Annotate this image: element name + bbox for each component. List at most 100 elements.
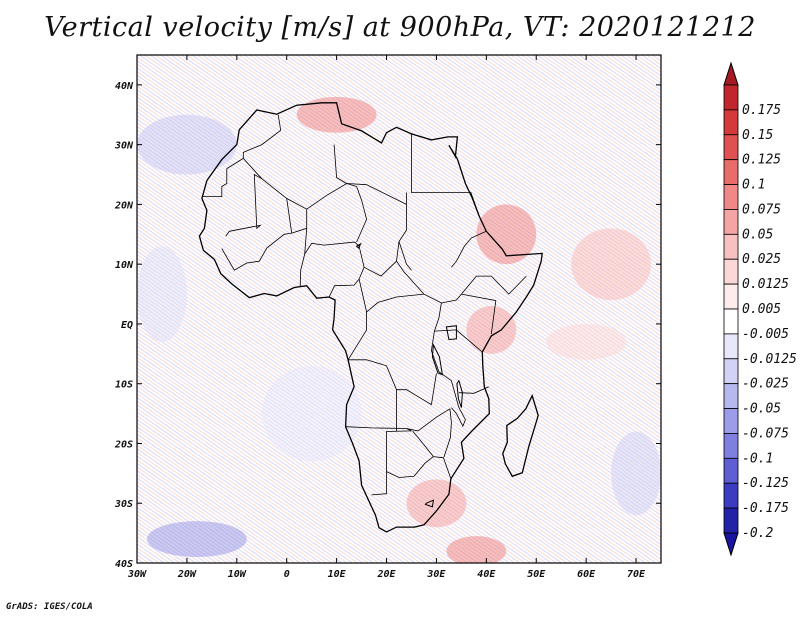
grads-credit: GrADS: IGES/COLA (6, 602, 93, 612)
country-border (411, 133, 471, 193)
colorbar-bottom-arrow (723, 532, 739, 557)
country-border (434, 329, 457, 332)
land-outlines (198, 102, 543, 533)
lat-tick-label: 10S (115, 380, 133, 391)
country-border (461, 275, 527, 295)
lake-outline (424, 499, 435, 508)
field-patch (546, 323, 627, 360)
country-border (347, 312, 368, 361)
country-border (306, 183, 357, 210)
colorbar-label: -0.1 (742, 451, 773, 466)
africa-coastline (198, 102, 543, 533)
lon-tick-label: 10E (328, 569, 347, 580)
country-border (451, 230, 487, 268)
vertical-velocity-field (137, 96, 661, 563)
colorbar-segment (723, 433, 739, 459)
colorbar-segment (723, 209, 739, 235)
country-border (461, 293, 497, 335)
lat-tick-label: 40N (115, 81, 134, 92)
country-border (470, 192, 480, 217)
colorbar-label: -0.075 (742, 426, 789, 441)
colorbar-segment (723, 134, 739, 161)
country-border (304, 241, 365, 298)
country-border (221, 198, 293, 271)
field-patch (137, 114, 237, 175)
colorbar-segment (723, 408, 739, 434)
colorbar-label: -0.005 (742, 327, 789, 342)
colorbar: 0.175 0.15 0.125 0.1 0.075 0.05 0.025 0.0125 0.0… (723, 61, 797, 557)
colorbar-label: -0.0125 (742, 352, 797, 367)
lat-tick-label: 20S (114, 439, 133, 450)
field-patch (296, 96, 377, 133)
field-patch (406, 479, 467, 528)
lat-tick-label: 30S (114, 499, 133, 510)
lat-tick-label: 40S (115, 559, 133, 570)
colorbar-label: 0.125 (742, 153, 781, 168)
country-border (201, 114, 282, 198)
country-border (398, 241, 412, 271)
lon-tick-label: 30E (426, 569, 446, 580)
colorbar-segment (723, 383, 739, 409)
field-patch (261, 365, 362, 462)
plot-frame (136, 54, 662, 564)
field-patch (146, 521, 247, 558)
lon-tick-label: 50E (527, 569, 546, 580)
field-patch (571, 228, 652, 301)
country-border (451, 407, 466, 428)
lake-outline (456, 379, 463, 408)
lat-tick-label: 30N (114, 141, 134, 152)
country-border (348, 359, 437, 406)
colorbar-segment (723, 159, 739, 185)
lat-tick-label: 10N (115, 260, 134, 271)
map-axes: 30W 20W 10W 0 10E 20E 30E 40E 50E 60E 70E 40N 30N 20N… (114, 55, 661, 580)
country-border (386, 456, 434, 478)
colorbar-label: 0.1 (742, 178, 765, 193)
lake-outline (445, 325, 457, 341)
field-patch (137, 246, 187, 342)
colorbar-segment (723, 482, 739, 509)
colorbar-segment (723, 308, 739, 335)
country-border (356, 186, 368, 243)
colorbar-segment (723, 184, 739, 210)
country-border (333, 144, 347, 184)
country-border (299, 228, 308, 287)
country-border (406, 408, 451, 432)
lat-tick-label: 20N (114, 200, 134, 211)
map-title: Vertical velocity [m/s] at 900hPa, VT: 2… (44, 12, 756, 43)
country-border (358, 279, 425, 313)
plot-area (137, 55, 661, 563)
country-border (243, 158, 307, 210)
lon-tick-label: 20E (376, 569, 396, 580)
colorbar-segment (723, 258, 739, 285)
field-patch (446, 536, 507, 563)
colorbar-segment (723, 233, 739, 260)
country-border (456, 329, 483, 353)
colorbar-label: 0.025 (742, 252, 781, 267)
colorbar-segment (723, 457, 739, 484)
field-patch (466, 306, 517, 354)
country-border (225, 173, 262, 237)
colorbar-label: -0.05 (742, 402, 781, 417)
lon-tick-label: 20W (177, 569, 197, 580)
colorbar-segment (723, 109, 739, 136)
colorbar-segment (723, 84, 739, 111)
lat-tick-label: EQ (121, 320, 133, 331)
colorbar-label: -0.025 (742, 377, 789, 392)
madagascar-coastline (502, 393, 539, 478)
colorbar-label: -0.175 (742, 501, 789, 516)
colorbar-segment (723, 333, 739, 360)
lon-tick-label: 60E (577, 569, 596, 580)
colorbar-top-arrow (723, 61, 739, 86)
lake-outline (431, 343, 444, 376)
colorbar-label: 0.075 (742, 202, 781, 217)
country-border (443, 408, 452, 458)
lon-tick-label: 70E (627, 569, 646, 580)
colorbar-segment (723, 507, 739, 534)
field-patch (611, 431, 661, 516)
colorbar-label: 0.0125 (742, 277, 789, 292)
colorbar-label: 0.005 (742, 302, 781, 317)
country-border (458, 386, 489, 394)
colorbar-segment (723, 358, 739, 385)
colorbar-label: 0.15 (742, 128, 773, 143)
